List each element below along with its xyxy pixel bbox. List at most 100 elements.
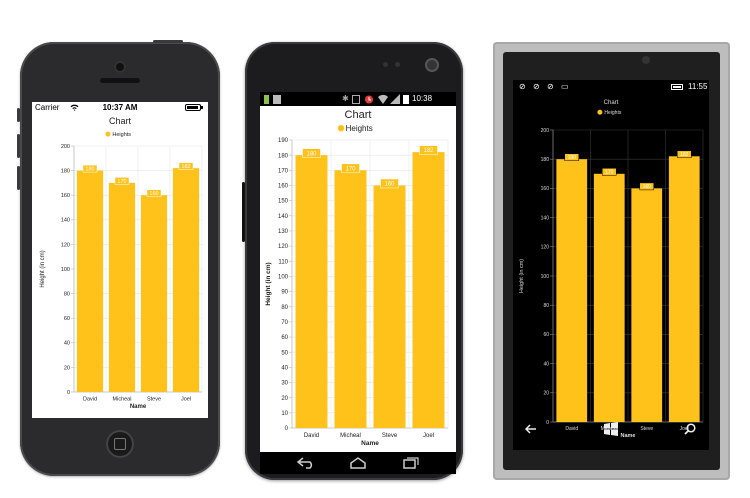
y-tick-label: 100	[61, 267, 70, 273]
y-tick-label: 60	[281, 335, 288, 341]
y-tick-label: 80	[543, 303, 549, 309]
battery-icon	[671, 84, 683, 90]
chart-windows-phone: Chart Heights 0 20 40 60 80 100 120 140 160 180 200 1…	[513, 94, 709, 446]
data-label: 180	[85, 167, 94, 173]
signal-icon	[390, 94, 400, 104]
power-button	[153, 40, 183, 43]
data-label-box	[146, 189, 162, 197]
data-label: 170	[605, 170, 614, 176]
data-label-box	[341, 163, 360, 174]
bar-chart: Chart Heights 0 10 20 30 40 50 60 70 80 90 100 110 120…	[265, 109, 449, 447]
y-tick-label: 120	[61, 242, 70, 248]
x-tick-label: Micheal	[113, 397, 132, 403]
y-tick-label: 200	[541, 128, 550, 134]
y-tick-label: 40	[543, 361, 549, 367]
y-tick-label: 40	[281, 365, 288, 371]
message-icon: ▭	[561, 82, 569, 91]
sd-card-icon	[273, 95, 281, 104]
y-tick-label: 150	[278, 199, 289, 205]
back-icon[interactable]	[296, 457, 316, 469]
data-label-box	[380, 178, 399, 189]
x-axis-title: Name	[130, 404, 147, 410]
wifi-icon: ⊘	[547, 82, 554, 91]
chart-title: Chart	[345, 109, 372, 121]
y-tick-label: 20	[64, 365, 70, 371]
bar	[593, 173, 625, 422]
chart-iphone: Chart Heights 0 20 40 60 80 100 120 140 160 180 200 1…	[32, 114, 208, 418]
data-label-box	[178, 162, 194, 170]
windows-phone-device: ⊘ ⊘ ⊘ ▭ 11:55 Chart Heights 0 20 40 60 80 100 12…	[493, 42, 730, 480]
search-icon[interactable]	[684, 423, 696, 435]
y-tick-label: 60	[64, 316, 70, 322]
battery-icon	[185, 104, 203, 111]
android-device: ✱ 10:38 Chart Heights 0 10 20 30 40 50 60 70 80 90 1…	[242, 42, 463, 480]
windows-start-icon[interactable]	[604, 422, 618, 436]
y-tick-label: 110	[278, 259, 288, 265]
wp-status-bar: ⊘ ⊘ ⊘ ▭ 11:55	[513, 80, 709, 94]
data-label-box	[419, 145, 438, 155]
legend-marker	[105, 131, 111, 137]
x-tick-label: Micheal	[601, 426, 618, 432]
y-tick-label: 100	[278, 275, 289, 281]
bar	[108, 182, 136, 392]
y-tick-label: 170	[278, 168, 289, 174]
bluetooth-icon: ✱	[342, 94, 349, 103]
y-tick-label: 160	[541, 186, 550, 192]
volume-up-button	[17, 134, 20, 158]
status-carrier: Carrier	[35, 103, 60, 112]
x-tick-label: Micheal	[340, 433, 361, 439]
battery-charging-icon	[264, 95, 269, 104]
y-tick-label: 80	[64, 292, 70, 298]
data-label: 160	[643, 184, 652, 190]
android-nav-bar	[260, 452, 456, 474]
y-tick-label: 40	[64, 341, 70, 347]
bar-chart: Chart Heights 0 20 40 60 80 100 120 140 160 180 200 1…	[40, 116, 203, 410]
y-tick-label: 180	[278, 153, 289, 159]
data-label-box	[82, 164, 98, 173]
data-label-box	[639, 182, 654, 191]
y-tick-label: 70	[281, 320, 288, 326]
data-label: 182	[680, 152, 689, 158]
y-tick-label: 120	[541, 245, 550, 251]
y-tick-label: 90	[281, 290, 288, 296]
legend-label: Heights	[604, 110, 621, 116]
bar	[140, 195, 168, 392]
home-icon[interactable]	[349, 457, 367, 469]
vibrate-icon	[352, 95, 360, 104]
y-tick-label: 20	[543, 391, 549, 397]
windows-phone-screen: ⊘ ⊘ ⊘ ▭ 11:55 Chart Heights 0 20 40 60 80 100 12…	[513, 80, 709, 450]
bar	[295, 155, 328, 428]
home-button[interactable]	[106, 430, 134, 458]
mute-switch	[17, 108, 20, 122]
bar	[334, 170, 367, 428]
y-tick-label: 10	[281, 411, 288, 417]
front-camera	[642, 56, 650, 64]
iphone-screen: Carrier 10:37 AM Chart Heights 0 20 40 60 80 10…	[32, 102, 208, 418]
sensor-dot	[395, 62, 400, 67]
x-tick-label: David	[304, 433, 319, 439]
bar	[76, 170, 104, 392]
y-tick-label: 30	[281, 381, 288, 387]
y-tick-label: 140	[278, 214, 289, 220]
y-tick-label: 190	[278, 138, 289, 144]
y-tick-label: 100	[541, 274, 550, 280]
bar	[631, 188, 663, 422]
data-label: 160	[149, 191, 158, 197]
y-tick-label: 200	[61, 144, 70, 150]
y-tick-label: 0	[546, 420, 549, 426]
android-status-bar: ✱ 10:38	[260, 92, 456, 106]
y-tick-label: 50	[281, 350, 288, 356]
volume-down-button	[17, 166, 20, 190]
y-tick-label: 80	[281, 305, 288, 311]
recent-apps-icon[interactable]	[402, 457, 420, 469]
legend-marker	[597, 109, 603, 115]
chart-android: Chart Heights 0 10 20 30 40 50 60 70 80 90 100 110 120…	[260, 106, 456, 452]
data-label: 160	[384, 182, 395, 188]
battery-icon	[403, 95, 409, 104]
y-tick-label: 0	[67, 390, 70, 396]
back-arrow-icon[interactable]	[525, 424, 537, 434]
signal-icon: ⊘	[519, 82, 526, 91]
x-tick-label: David	[565, 426, 578, 432]
earpiece-speaker	[100, 78, 140, 83]
y-tick-label: 130	[278, 229, 289, 235]
